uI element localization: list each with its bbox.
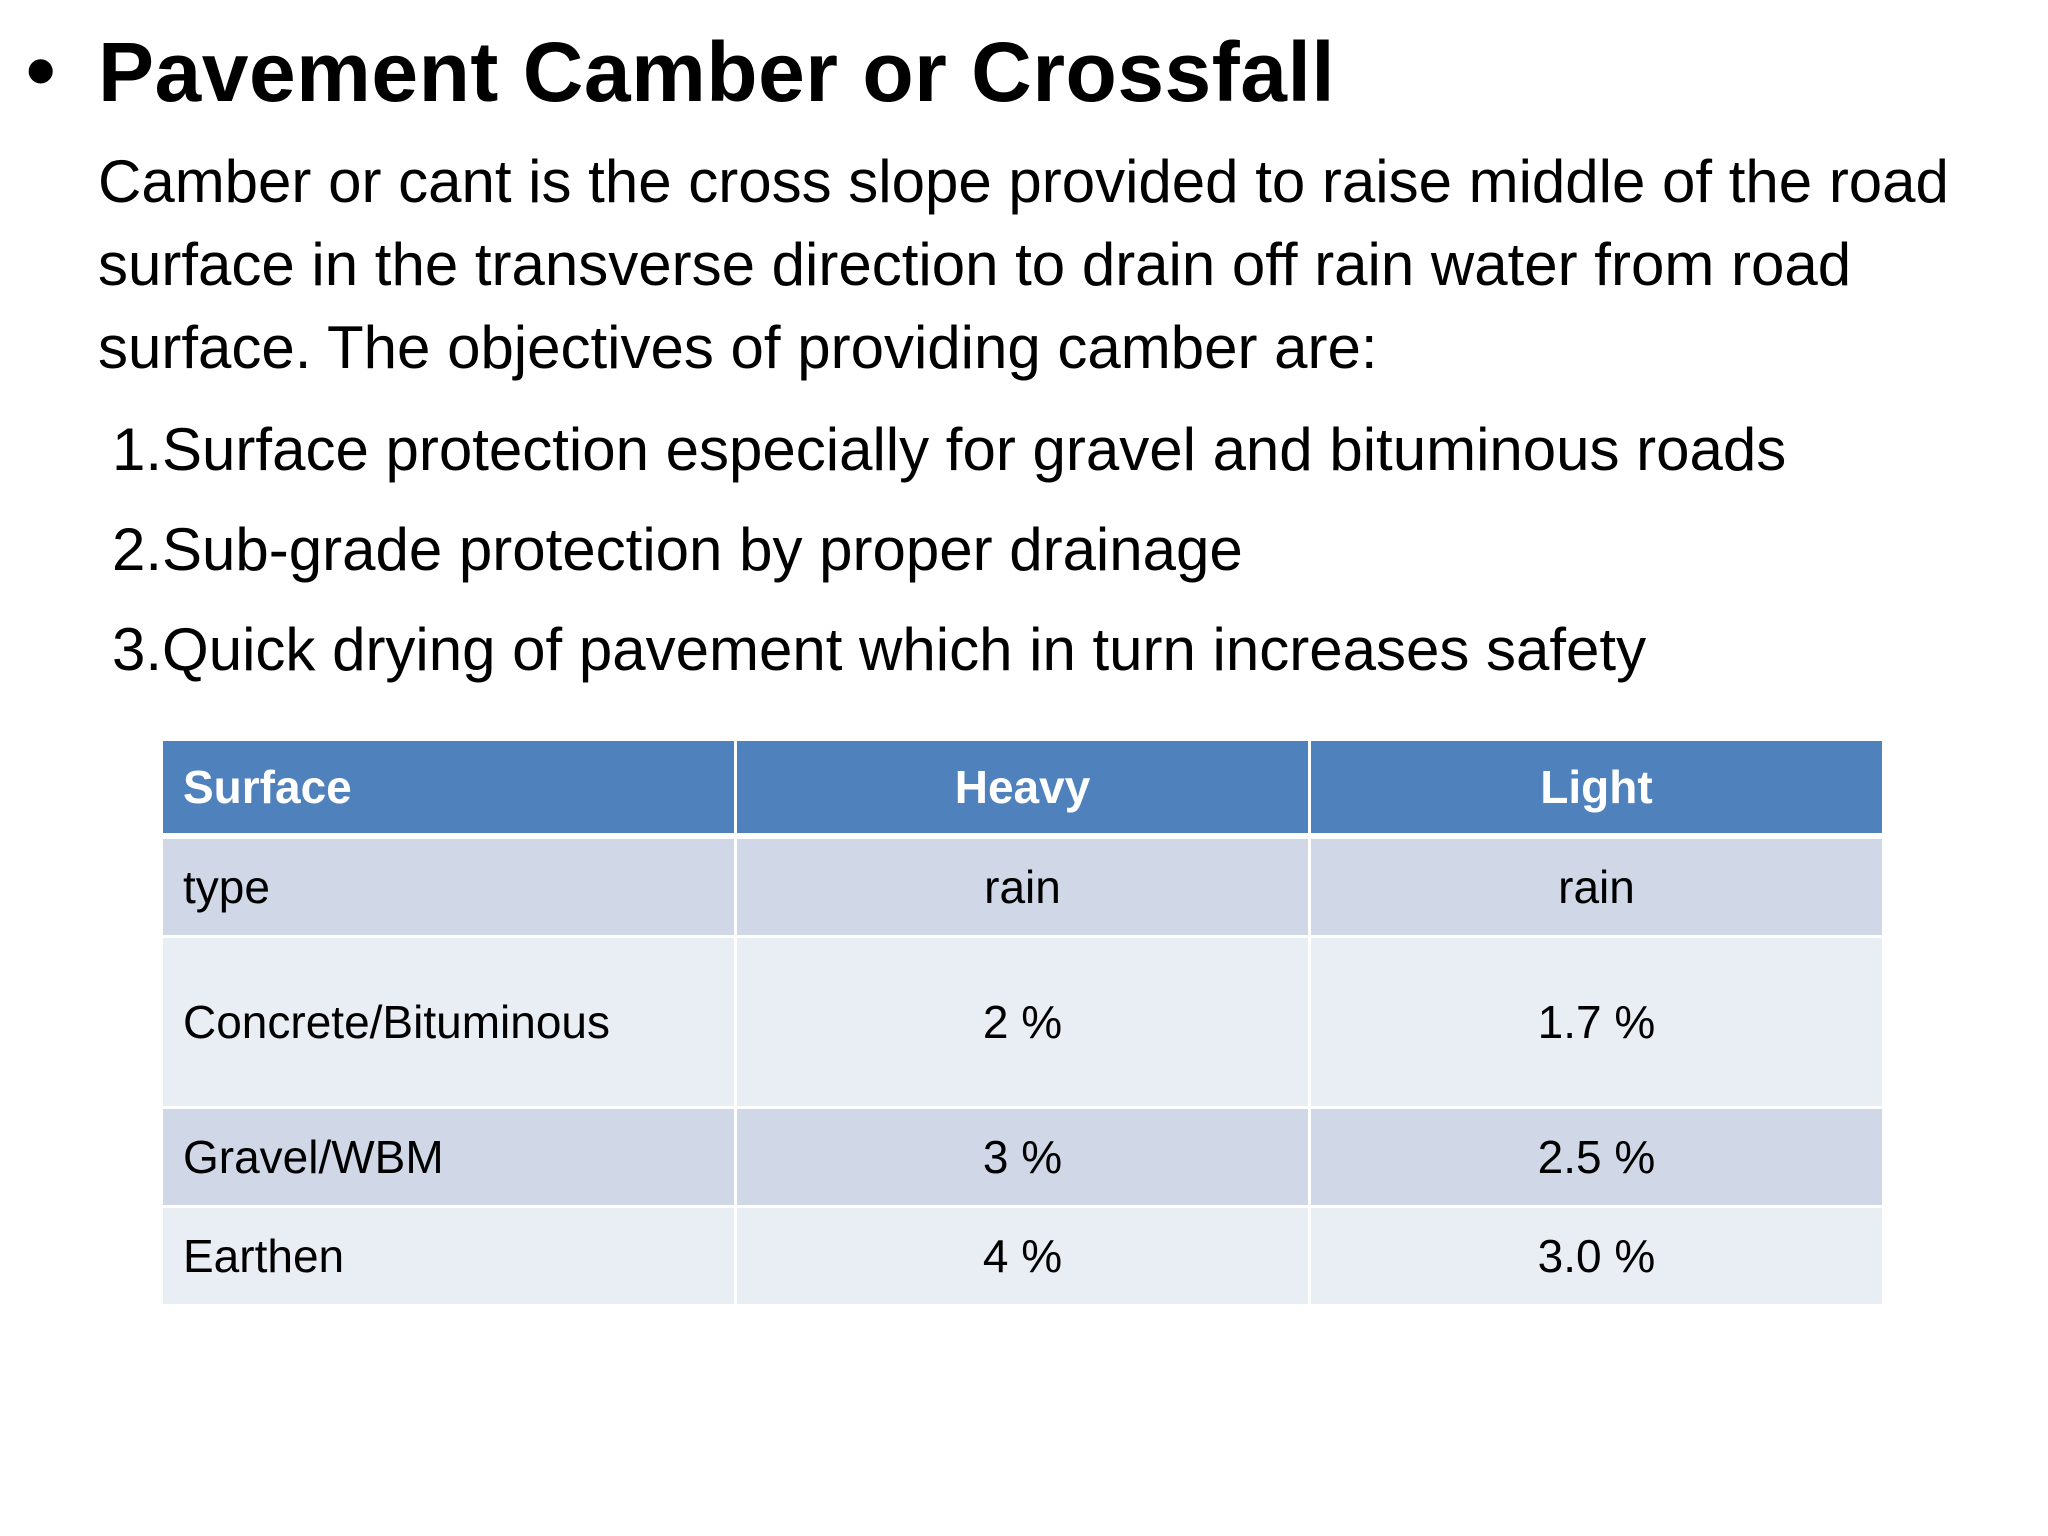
table-cell: 2 % <box>734 935 1311 1109</box>
table-row: Gravel/WBM 3 % 2.5 % <box>160 1106 1885 1208</box>
table-cell: Earthen <box>160 1205 737 1307</box>
table-header-row: Surface Heavy Light <box>160 738 1885 839</box>
title-bullet: • <box>26 23 56 117</box>
table-row: type rain rain <box>160 834 1885 938</box>
objective-item: 1.Surface protection especially for grav… <box>112 416 1787 483</box>
objective-item: 3.Quick drying of pavement which in turn… <box>112 616 1647 683</box>
objectives-list: 1.Surface protection especially for grav… <box>112 400 1786 700</box>
table-cell: Concrete/Bituminous <box>160 935 737 1109</box>
table-cell: 3 % <box>734 1106 1311 1208</box>
table-row: Concrete/Bituminous 2 % 1.7 % <box>160 935 1885 1109</box>
table-cell: Gravel/WBM <box>160 1106 737 1208</box>
table-cell: type <box>160 834 737 938</box>
intro-paragraph: Camber or cant is the cross slope provid… <box>98 148 1949 381</box>
table-cell: 2.5 % <box>1308 1106 1885 1208</box>
header-light: Light <box>1308 738 1885 839</box>
slide-title: Pavement Camber or Crossfall <box>98 25 1336 119</box>
header-surface: Surface <box>160 738 737 839</box>
table-cell: 1.7 % <box>1308 935 1885 1109</box>
table-cell: rain <box>734 834 1311 938</box>
table-row: Earthen 4 % 3.0 % <box>160 1205 1885 1307</box>
table-cell: 3.0 % <box>1308 1205 1885 1307</box>
objective-item: 2.Sub-grade protection by proper drainag… <box>112 516 1243 583</box>
table-cell: rain <box>1308 834 1885 938</box>
table-cell: 4 % <box>734 1205 1311 1307</box>
header-heavy: Heavy <box>734 738 1311 839</box>
camber-table: Surface Heavy Light type rain rain Concr… <box>160 738 1885 1307</box>
